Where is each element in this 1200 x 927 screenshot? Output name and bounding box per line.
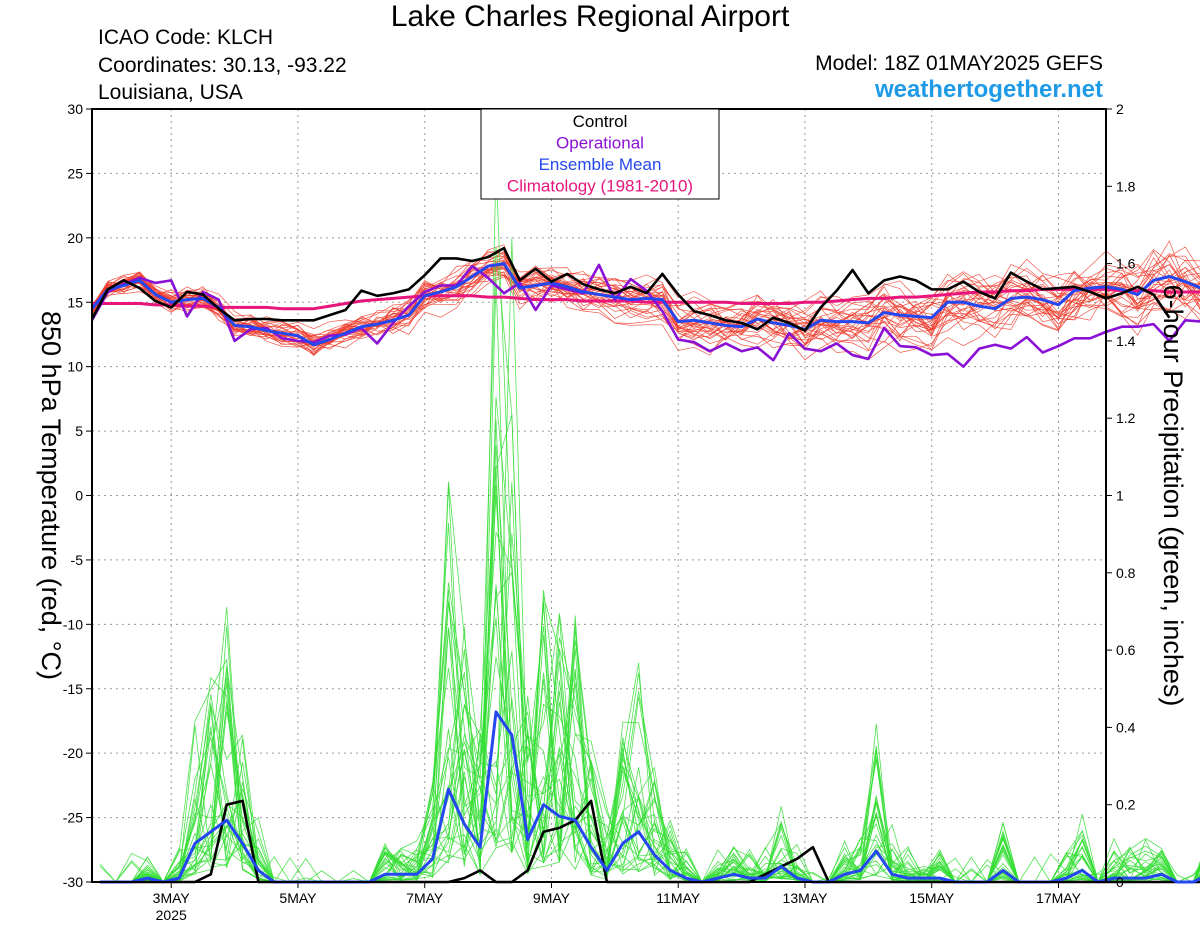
ensemble-member-temperature-line bbox=[91, 252, 1200, 350]
legend-entry-operational: Operational bbox=[556, 134, 644, 153]
left-axis-label: 850 hPa Temperature (red, °C) bbox=[36, 311, 66, 680]
x-tick-label: 7MAY bbox=[406, 890, 444, 906]
ensemble-member-precip-line bbox=[99, 523, 1200, 883]
left-tick-label: -15 bbox=[63, 681, 83, 697]
model-run-label: Model: 18Z 01MAY2025 GEFS bbox=[815, 52, 1103, 75]
x-tick-label: 15MAY bbox=[909, 890, 955, 906]
right-axis-label: 6-hour Precipitation (green, inches) bbox=[1158, 285, 1188, 707]
ensemble-member-precip-line bbox=[99, 396, 1200, 883]
right-tick-label: 0 bbox=[1116, 874, 1124, 890]
ensemble-member-temperature-line bbox=[91, 257, 1200, 347]
right-tick-label: 2 bbox=[1116, 101, 1124, 117]
x-tick-label: 5MAY bbox=[279, 890, 317, 906]
ensemble-member-precip-line bbox=[99, 414, 1200, 883]
left-tick-label: -10 bbox=[63, 616, 83, 632]
x-tick-label: 13MAY bbox=[783, 890, 829, 906]
highlighted-series bbox=[90, 246, 1200, 884]
left-axis-ticks: 30 25 20 15 10 5 0 -5 -10 -15 -20 -25 -30 bbox=[63, 101, 92, 890]
right-tick-label: 0.8 bbox=[1116, 565, 1136, 581]
right-tick-label: 0.4 bbox=[1116, 719, 1136, 735]
left-tick-label: 0 bbox=[75, 488, 83, 504]
right-axis-ticks: 2 1.8 1.6 1.4 1.2 1 0.8 0.6 0.4 0.2 0 bbox=[1106, 101, 1136, 890]
right-tick-label: 1 bbox=[1116, 488, 1124, 504]
control-temperature-line bbox=[90, 246, 1171, 332]
left-tick-label: -5 bbox=[71, 552, 84, 568]
ensemble-member-temperature-line bbox=[91, 253, 1200, 353]
left-tick-label: 25 bbox=[67, 165, 83, 181]
left-tick-label: -30 bbox=[63, 874, 83, 890]
left-tick-label: 30 bbox=[67, 101, 83, 117]
x-axis-year-label: 2025 bbox=[156, 907, 187, 923]
left-tick-label: 10 bbox=[67, 359, 83, 375]
legend-entry-climatology: Climatology (1981-2010) bbox=[507, 177, 693, 196]
x-axis-ticks: 3MAY 5MAY 7MAY 9MAY 11MAY 13MAY 15MAY 17MAY bbox=[153, 882, 1082, 906]
region-label: Louisiana, USA bbox=[98, 81, 243, 104]
ensemble-member-precip-line bbox=[99, 277, 1200, 883]
legend-entry-control: Control bbox=[573, 112, 628, 131]
site-watermark: weathertogether.net bbox=[874, 76, 1103, 103]
ensemble-member-precip-line bbox=[99, 445, 1200, 883]
ensemble-member-precip-line bbox=[99, 419, 1200, 883]
left-tick-label: -25 bbox=[63, 810, 83, 826]
ensemble-member-temperature-line bbox=[91, 268, 1200, 344]
coordinates-label: Coordinates: 30.13, -93.22 bbox=[98, 54, 347, 77]
climatology-temperature-line bbox=[92, 287, 1200, 311]
ensemble-member-precip-line bbox=[99, 247, 1200, 883]
ensemble-member-temperature-lines bbox=[91, 240, 1200, 361]
plot-frame bbox=[91, 108, 1107, 883]
icao-code-label: ICAO Code: KLCH bbox=[98, 26, 274, 49]
right-tick-label: 0.2 bbox=[1116, 797, 1136, 813]
ensemble-member-precip-lines bbox=[99, 166, 1200, 883]
left-tick-label: -20 bbox=[63, 745, 83, 761]
left-tick-label: 15 bbox=[67, 294, 83, 310]
operational-temperature-line bbox=[90, 263, 1200, 368]
x-tick-label: 3MAY bbox=[153, 890, 191, 906]
right-tick-label: 1.4 bbox=[1116, 333, 1136, 349]
ensemble-mean-temperature-line bbox=[90, 262, 1200, 347]
left-tick-label: 20 bbox=[67, 230, 83, 246]
left-tick-label: 5 bbox=[75, 423, 83, 439]
legend-entry-ensemble-mean: Ensemble Mean bbox=[539, 155, 662, 174]
right-tick-label: 1.6 bbox=[1116, 256, 1136, 272]
chart-legend: Control Operational Ensemble Mean Climat… bbox=[480, 108, 720, 200]
gridlines bbox=[92, 108, 1106, 883]
chart-title: Lake Charles Regional Airport bbox=[390, 0, 790, 33]
right-tick-label: 1.2 bbox=[1116, 410, 1136, 426]
right-tick-label: 1.8 bbox=[1116, 178, 1136, 194]
x-tick-label: 11MAY bbox=[656, 890, 700, 906]
legend-box bbox=[480, 108, 720, 200]
ensemble-member-precip-line bbox=[99, 466, 1200, 883]
x-tick-label: 9MAY bbox=[533, 890, 571, 906]
right-tick-label: 0.6 bbox=[1116, 642, 1136, 658]
x-tick-label: 17MAY bbox=[1036, 890, 1082, 906]
